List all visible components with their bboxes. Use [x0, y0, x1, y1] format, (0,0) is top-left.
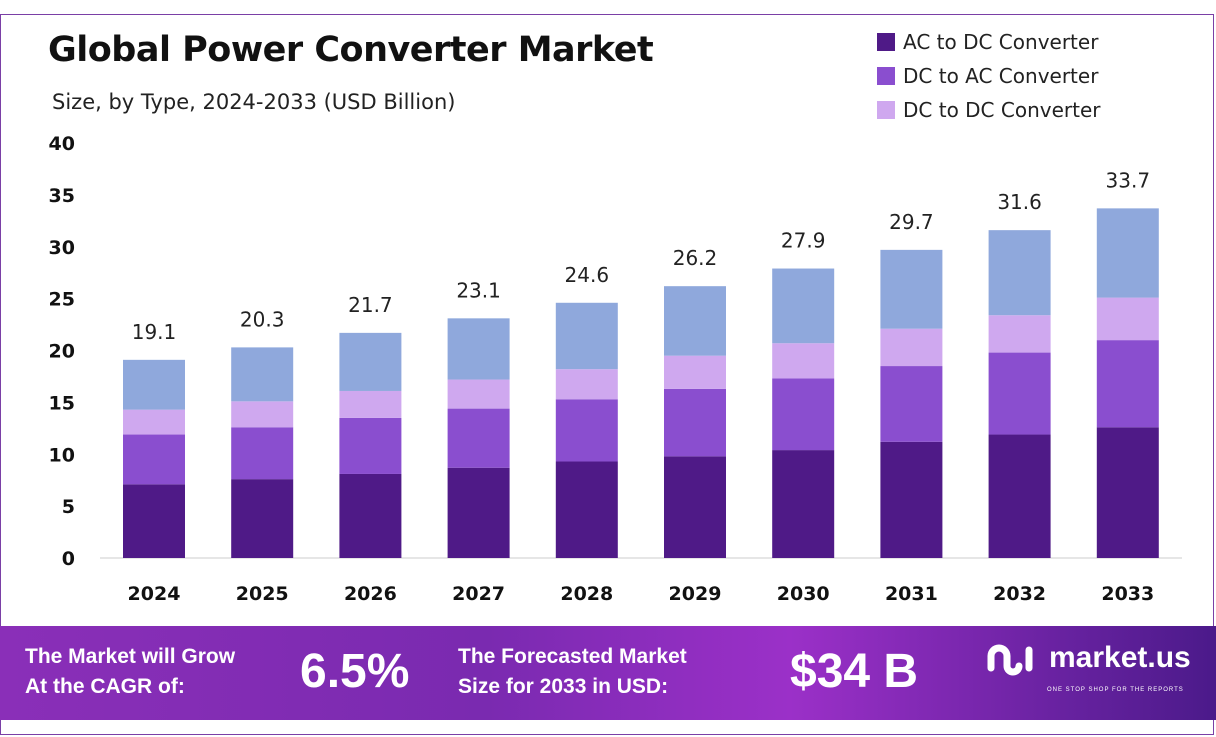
y-tick-label: 20: [49, 341, 75, 363]
x-tick-label: 2028: [560, 583, 613, 605]
bar-segment-2029-0: [664, 456, 726, 558]
bar-segment-2026-1: [339, 417, 402, 474]
cagr-value: 6.5%: [300, 645, 410, 698]
bar-segment-2031-1: [880, 366, 943, 442]
total-data-label: 23.1: [456, 278, 501, 302]
bar-segment-2028-0: [555, 461, 618, 558]
legend-label: AC to DC Converter: [903, 30, 1099, 54]
bar-segment-2032-3: [988, 230, 1051, 316]
total-data-label: 33.7: [1106, 168, 1151, 192]
total-data-label: 21.7: [348, 293, 393, 317]
x-tick-label: 2033: [1101, 583, 1154, 605]
x-tick-label: 2026: [344, 583, 397, 605]
bar-segment-2031-0: [880, 441, 943, 558]
logo-tagline: ONE STOP SHOP FOR THE REPORTS: [1047, 687, 1184, 693]
bar-segment-2033-0: [1096, 427, 1159, 558]
bar-segment-2025-3: [231, 347, 294, 402]
y-tick-label: 15: [49, 392, 75, 414]
bar-segment-2025-0: [231, 479, 294, 558]
bar-segment-2026-0: [339, 473, 402, 558]
bar-segment-2033-2: [1096, 297, 1159, 341]
forecast-label-line: The Forecasted Market: [458, 645, 687, 668]
bar-segment-2025-2: [231, 401, 294, 428]
bar-segment-2032-0: [988, 434, 1051, 558]
bar-segment-2027-1: [447, 408, 510, 468]
chart-frame: [0, 14, 1214, 735]
cagr-label-line: The Market will Grow: [25, 645, 236, 668]
bar-segment-2027-2: [447, 379, 510, 409]
legend-item-ac-dc: AC to DC Converter: [877, 25, 1101, 59]
y-tick-label: 10: [49, 444, 75, 466]
bar-segment-2030-2: [772, 343, 835, 379]
total-data-label: 20.3: [240, 307, 285, 331]
bar-segment-2026-3: [339, 332, 402, 391]
y-tick-label: 0: [62, 548, 75, 570]
logo-icon: [987, 644, 1033, 676]
cagr-label: The Market will Grow At the CAGR of:: [25, 642, 235, 702]
y-tick-label: 30: [49, 237, 75, 259]
bar-segment-2030-3: [772, 268, 835, 344]
bar-segment-2024-3: [123, 359, 185, 410]
total-data-label: 19.1: [132, 320, 177, 344]
cagr-label-line: At the CAGR of:: [25, 675, 185, 698]
bar-segment-2025-1: [231, 427, 294, 480]
x-tick-label: 2024: [128, 583, 181, 605]
market-us-logo: market.us: [985, 638, 1191, 678]
bar-segment-2024-2: [123, 409, 185, 435]
x-tick-label: 2029: [669, 583, 722, 605]
legend-item-dc-ac: DC to AC Converter: [877, 59, 1101, 93]
total-data-label: 31.6: [997, 190, 1042, 214]
forecast-label: The Forecasted Market Size for 2033 in US…: [458, 642, 687, 702]
bar-segment-2031-3: [880, 249, 943, 329]
bar-segment-2027-0: [447, 467, 510, 558]
y-tick-label: 5: [62, 496, 75, 518]
total-data-label: 29.7: [889, 210, 934, 234]
legend: AC to DC Converter DC to AC Converter DC…: [877, 25, 1101, 127]
bar-segment-2033-1: [1096, 340, 1159, 428]
chart-title: Global Power Converter Market: [48, 30, 654, 70]
bar-segment-2030-1: [772, 378, 835, 451]
bar-segment-2024-1: [123, 434, 185, 485]
total-data-label: 24.6: [565, 263, 610, 287]
bar-segment-2029-3: [664, 286, 726, 356]
total-data-label: 26.2: [673, 246, 718, 270]
total-data-label: 27.9: [781, 229, 826, 253]
bar-segment-2029-1: [664, 388, 726, 457]
logo-text: market.us: [1049, 641, 1191, 674]
legend-label: DC to AC Converter: [903, 64, 1099, 88]
forecast-value: $34 B: [790, 645, 919, 698]
x-tick-label: 2025: [236, 583, 289, 605]
y-tick-label: 40: [49, 133, 75, 155]
legend-swatch: [877, 101, 895, 119]
bar-segment-2031-2: [880, 328, 943, 367]
x-tick-label: 2032: [993, 583, 1046, 605]
bar-segment-2028-3: [555, 302, 618, 370]
y-tick-label: 25: [49, 289, 75, 311]
chart-subtitle: Size, by Type, 2024-2033 (USD Billion): [52, 90, 456, 114]
forecast-label-line: Size for 2033 in USD:: [458, 675, 669, 698]
legend-swatch: [877, 67, 895, 85]
summary-banner: The Market will Grow At the CAGR of: 6.5%…: [0, 626, 1216, 720]
bar-segment-2029-2: [664, 355, 726, 389]
y-tick-label: 35: [49, 185, 75, 207]
legend-label: DC to DC Converter: [903, 98, 1101, 122]
bar-segment-2032-2: [988, 315, 1051, 353]
bar-segment-2030-0: [772, 450, 835, 558]
bar-segment-2024-0: [123, 484, 185, 558]
x-tick-label: 2030: [777, 583, 830, 605]
x-tick-label: 2031: [885, 583, 938, 605]
bar-segment-2033-3: [1096, 208, 1159, 298]
bar-segment-2027-3: [447, 318, 510, 380]
bar-segment-2028-1: [555, 399, 618, 462]
legend-swatch: [877, 33, 895, 51]
stacked-bar-chart: 051015202530354019.1202420.3202521.72026…: [49, 133, 1182, 605]
bar-segment-2028-2: [555, 369, 618, 400]
bar-segment-2032-1: [988, 352, 1051, 435]
legend-item-dc-dc: DC to DC Converter: [877, 93, 1101, 127]
bar-segment-2026-2: [339, 390, 402, 418]
x-tick-label: 2027: [452, 583, 505, 605]
